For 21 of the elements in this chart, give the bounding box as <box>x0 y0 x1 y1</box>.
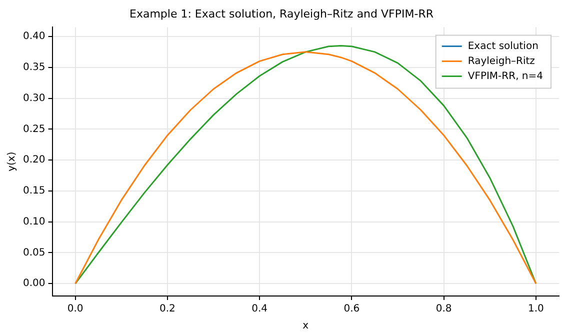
y-tick-label: 0.10 <box>23 216 46 228</box>
chart-title: Example 1: Exact solution, Rayleigh–Ritz and VFPIM-RR <box>130 7 434 20</box>
y-tick-label: 0.15 <box>23 186 46 197</box>
x-tick-label: 0.2 <box>159 304 176 315</box>
x-tick-label: 1.0 <box>528 304 544 315</box>
y-tick-label: 0.05 <box>23 247 46 258</box>
x-axis-title: x <box>302 320 309 332</box>
legend-label: Exact solution <box>468 40 538 52</box>
y-tick-label: 0.40 <box>23 31 46 42</box>
y-tick-label: 0.30 <box>23 92 46 104</box>
y-tick-label: 0.25 <box>23 124 46 135</box>
x-tick-label: 0.6 <box>344 304 360 315</box>
legend-label: Rayleigh–Ritz <box>468 56 535 67</box>
x-tick-label: 0.0 <box>67 304 84 315</box>
y-tick-label: 0.35 <box>23 62 46 73</box>
legend-label: VFPIM-RR, n=4 <box>468 70 544 82</box>
x-tick-label: 0.8 <box>436 304 452 315</box>
y-tick-label: 0.20 <box>23 154 46 166</box>
y-tick-label: 0.00 <box>23 278 46 290</box>
x-tick-label: 0.4 <box>252 304 268 315</box>
y-axis-title: y(x) <box>6 152 18 172</box>
